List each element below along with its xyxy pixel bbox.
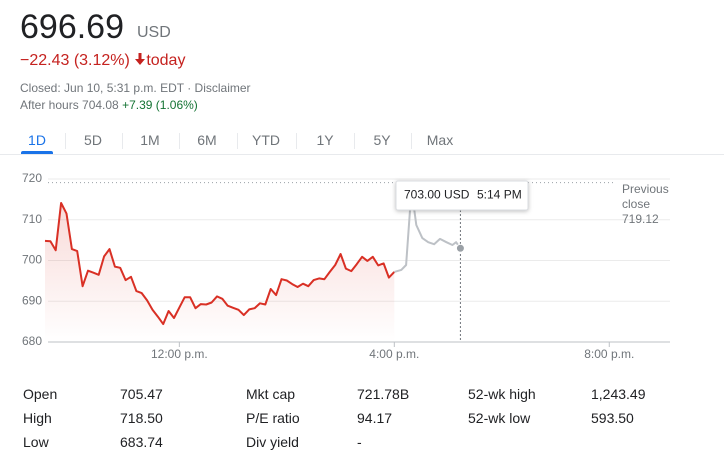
- closed: Closed: Jun 10, 5:31 p.m. EDT ·: [20, 81, 195, 95]
- disclaimer-link[interactable]: Disclaimer: [194, 81, 251, 95]
- tab-separator: [236, 133, 238, 149]
- active-underline: [21, 151, 53, 154]
- range-tab[interactable]: 5Y: [373, 132, 391, 148]
- tab-separator: [353, 133, 355, 149]
- stat-value: 94.17: [357, 410, 393, 426]
- range-tab[interactable]: YTD: [252, 132, 280, 148]
- price-area: [45, 203, 395, 342]
- range-tabs: 1D 5D 1M 6M YTD 1Y 5Y Max: [0, 124, 724, 156]
- price-line: [44, 202, 396, 326]
- x-tick-label: 12:00 p.m.: [151, 347, 208, 361]
- stat-value: 1,243.49: [591, 386, 646, 402]
- down-arrow: [135, 53, 146, 65]
- tab-separator: [65, 133, 66, 149]
- y-tick-label: 720: [22, 171, 42, 185]
- currency: USD: [137, 24, 171, 41]
- price: 696.69: [20, 8, 124, 46]
- change-period: today: [146, 52, 186, 69]
- stat-label: Open: [23, 386, 58, 402]
- tab-separator: [411, 133, 412, 149]
- tab-border: [0, 154, 724, 155]
- range-tab[interactable]: 1Y: [316, 132, 334, 148]
- after-hours: After hours 704.08: [20, 98, 119, 112]
- range-tab[interactable]: 5D: [84, 132, 102, 148]
- range-tab[interactable]: 6M: [197, 132, 217, 148]
- stat-value: 705.47: [120, 386, 163, 402]
- range-tab[interactable]: 1M: [140, 132, 160, 148]
- after-hours-line: After hours 704.08 +7.39 (1.06%): [20, 98, 198, 112]
- range-tab[interactable]: 1D: [28, 132, 46, 148]
- tab-separator: [295, 133, 297, 149]
- after-hours-change: +7.39 (1.06%): [122, 98, 198, 112]
- stat-label: High: [23, 410, 52, 426]
- tooltip-price: 703.00 USD: [404, 188, 470, 202]
- previous-close-label: Previous close: [622, 182, 669, 211]
- y-tick-label: 680: [22, 334, 42, 348]
- tooltip-box: [395, 180, 529, 211]
- change: −22.43 (3.12%): [20, 52, 130, 69]
- stat-value: -: [357, 434, 362, 450]
- stat-label: 52-wk high: [468, 386, 536, 402]
- previous-close: Previous close 719.12: [622, 182, 682, 227]
- stat-label: Low: [23, 434, 49, 450]
- y-tick-label: 700: [22, 253, 42, 267]
- x-tick-label: 4:00 p.m.: [369, 347, 419, 361]
- closed-line: Closed: Jun 10, 5:31 p.m. EDT · Disclaim…: [20, 81, 251, 95]
- y-tick-label: 710: [22, 212, 42, 226]
- stat-label: 52-wk low: [468, 410, 531, 426]
- stat-label: P/E ratio: [246, 410, 300, 426]
- hover-point: [455, 243, 465, 253]
- stat-value: 721.78B: [357, 386, 410, 402]
- tab-separator: [121, 133, 123, 149]
- price-line: [394, 188, 462, 273]
- range-tab[interactable]: Max: [426, 132, 454, 148]
- change-line: −22.43 (3.12%) today: [20, 52, 185, 70]
- stat-label: Div yield: [246, 434, 299, 450]
- stat-value: 593.50: [591, 410, 634, 426]
- tab-separator: [178, 133, 180, 149]
- stat-label: Mkt cap: [246, 386, 296, 402]
- tooltip-time: 5:14 PM: [477, 188, 522, 202]
- x-tick-label: 8:00 p.m.: [584, 347, 634, 361]
- stat-value: 683.74: [120, 434, 163, 450]
- previous-close-value: 719.12: [622, 212, 659, 226]
- stat-value: 718.50: [120, 410, 163, 426]
- y-tick-label: 690: [22, 293, 42, 307]
